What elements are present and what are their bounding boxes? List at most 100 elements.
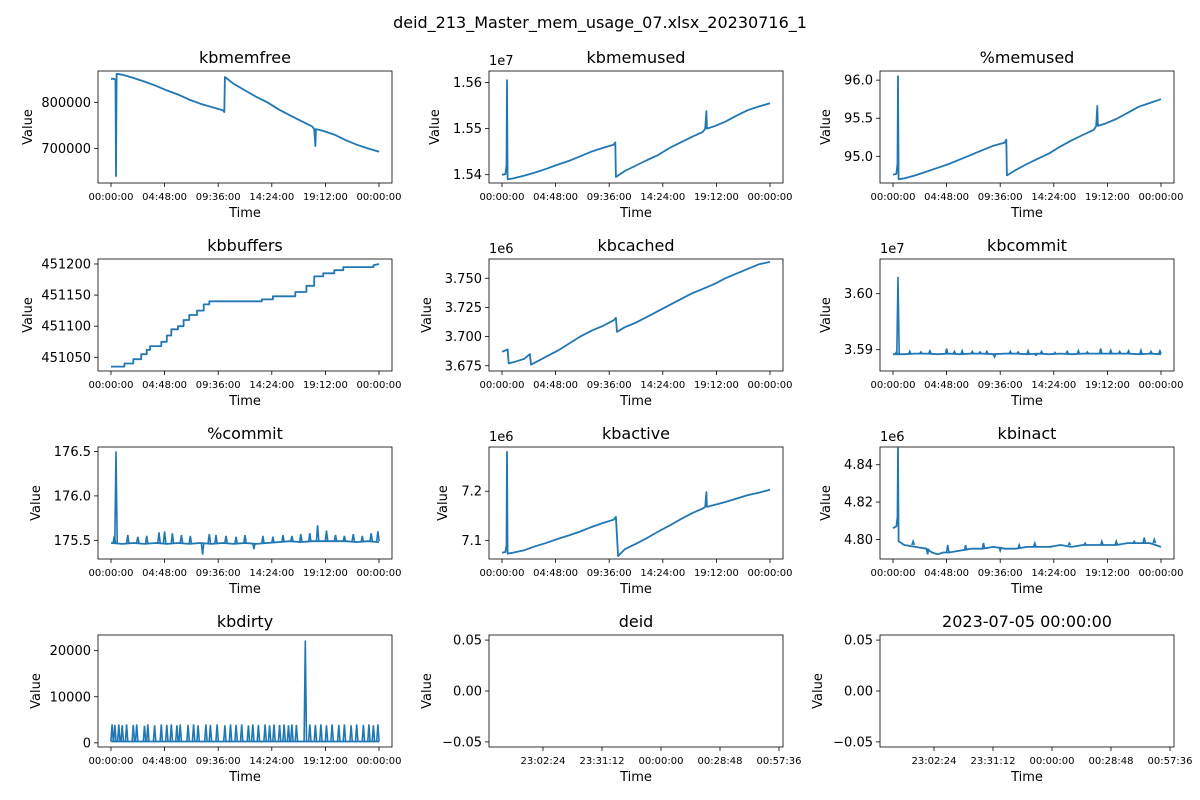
series-spike [1065,349,1070,354]
axes-frame [97,634,393,748]
series-spike [159,724,164,742]
series-spike [196,725,201,742]
x-tick-label: 04:48:00 [142,568,187,579]
y-tick-label: −0.05 [833,735,873,750]
subplot-11: deid −0.05 0.00 0.05 23:02:24 23:31:12 00:00:0… [420,612,801,785]
y-tick-label: 4.82 [844,496,873,511]
y-axis-label: Value [819,297,834,333]
x-tick-label: 00:00:00 [871,380,916,391]
x-axis-label: Time [1010,770,1043,785]
series-line [501,261,771,366]
x-tick-label: 00:00:00 [357,568,402,579]
x-tick-label: 23:31:12 [971,756,1016,767]
y-tick-label: 451200 [41,257,91,272]
y-tick-label: 4.84 [844,458,873,473]
y-tick-label: 451150 [41,289,91,304]
series-spike [286,725,291,742]
subplot-title: kbmemfree [199,48,291,67]
subplot-8: kbactive 1e6 7.1 7.2 00:00:00 04:48:00 09:36:0… [436,424,792,597]
x-tick-label: 09:36:00 [587,380,632,391]
subplot-title: %commit [207,424,283,443]
subplot-title: kbinact [998,424,1057,443]
y-tick-label: 95.0 [844,150,873,165]
series-spike [179,534,184,544]
x-tick-label: 19:12:00 [694,192,739,203]
x-axis-label: Time [228,206,261,221]
x-axis-label: Time [1010,206,1043,221]
series-spike [1099,538,1104,546]
x-tick-label: 19:12:00 [694,380,739,391]
series-spike [333,534,338,542]
series-spike [246,725,251,742]
x-tick-label: 14:24:00 [249,568,294,579]
x-axis-label: Time [1010,394,1043,409]
axes-frame [488,70,784,184]
series-spike [1157,348,1162,354]
x-tick-label: 00:00:00 [89,568,134,579]
series-spike [152,725,157,742]
x-tick-label: 00:28:48 [1089,756,1134,767]
axes-frame [879,70,1175,184]
axis-offset-label: 1e6 [489,430,514,445]
x-tick-label: 00:00:00 [480,380,525,391]
axes-frame [879,634,1175,748]
series-spike [342,724,347,742]
series-spike [1138,347,1143,355]
series-spike [354,724,359,742]
subplot-10: kbdirty 0 10000 20000 00:00:00 04:48:00 09:36:… [29,612,401,785]
x-tick-label: 23:02:24 [521,756,566,767]
x-tick-label: 14:24:00 [640,192,685,203]
figure-suptitle: deid_213_Master_mem_usage_07.xlsx_202307… [393,13,807,32]
subplot-2: kbmemused 1e7 1.54 1.55 1.56 00:00:00 04:48:00… [428,48,792,221]
x-tick-label: 14:24:00 [1031,192,1076,203]
x-tick-label: 19:12:00 [303,380,348,391]
x-tick-label: 00:00:00 [1139,192,1184,203]
series-spike [984,349,989,354]
series-spike [1032,540,1037,548]
subplot-1: kbmemfree 700000 800000 00:00:00 04:48:00 09:… [21,48,401,221]
series-line [892,447,1162,556]
series-spike [228,724,233,742]
axes-frame [488,446,784,560]
series-spike [186,724,191,742]
series-spike [351,533,356,542]
series-spike [164,724,169,742]
series-spike [998,546,1003,554]
series-spike [208,724,213,742]
x-tick-label: 19:12:00 [1085,568,1130,579]
y-tick-label: 0.05 [453,634,482,649]
series-spike [1132,539,1137,544]
x-tick-label: 14:24:00 [640,568,685,579]
series-spike [134,724,139,742]
series-spike [145,724,150,742]
subplot-title: kbmemused [587,48,686,67]
x-tick-label: 00:28:48 [698,756,743,767]
series-spike [981,542,986,549]
x-tick-label: 09:36:00 [196,568,241,579]
series-spike [260,535,265,545]
y-tick-label: 451050 [41,351,91,366]
series-spike [952,349,957,354]
series-spike [116,724,121,742]
x-tick-label: 23:02:24 [912,756,957,767]
subplot-4: kbbuffers 451050 451100 451150 451200 00:00:0… [21,236,401,409]
x-tick-label: 00:00:00 [89,192,134,203]
series-spike [131,724,136,742]
series-spike [1108,348,1113,354]
series-spike [200,542,205,555]
series-spike [1152,536,1157,544]
subplot-title: deid [619,612,654,631]
series-spike [188,535,193,545]
subplot-12: 2023-07-05 00:00:00 −0.05 0.00 0.05 23:02:24… [811,612,1192,785]
series-spike [277,724,282,742]
x-tick-label: 04:48:00 [142,756,187,767]
subplot-title: kbcommit [987,236,1067,255]
y-tick-label: 3.59 [844,343,873,358]
series-spike [342,535,347,542]
subplot-7: %commit 175.5 176.0 176.5 00:00:00 04:48:00 09… [29,424,401,597]
subplot-3: %memused 95.0 95.5 96.0 00:00:00 04:48:00 09:3… [819,48,1183,221]
series-spike [267,725,272,742]
x-axis-label: Time [619,394,652,409]
x-tick-label: 04:48:00 [924,192,969,203]
